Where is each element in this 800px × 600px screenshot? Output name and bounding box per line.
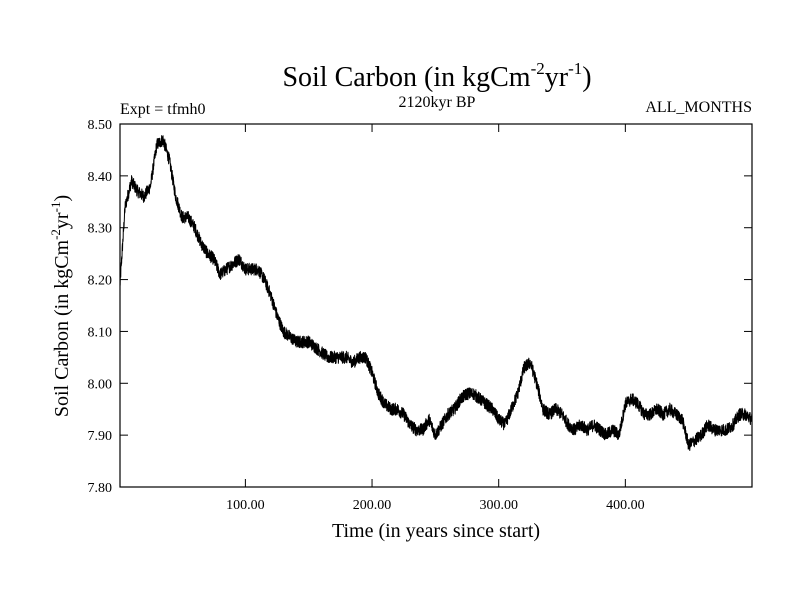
y-axis-label-main: Soil Carbon (in kgCm: [51, 239, 73, 417]
y-axis-label: Soil Carbon (in kgCm-2yr-1): [48, 195, 73, 417]
chart-title-main: Soil Carbon (in kgCm: [282, 62, 530, 93]
y-tick-label-6: 8.40: [88, 170, 113, 185]
subtitle-experiment: Expt = tfmh0: [120, 101, 205, 118]
x-tick-label-0: 100.00: [226, 498, 265, 513]
y-tick-label-0: 7.80: [88, 481, 113, 496]
y-axis-label-end: ): [51, 195, 73, 202]
y-tick-label-4: 8.20: [88, 274, 113, 289]
y-tick-label-3: 8.10: [88, 325, 113, 340]
chart-title-end: ): [582, 62, 591, 93]
x-axis: 100.00 200.00 300.00 400.00: [226, 124, 645, 513]
x-tick-label-1: 200.00: [353, 498, 392, 513]
plot-frame: [119, 123, 753, 488]
series-soil-carbon-line: [119, 135, 753, 451]
x-tick-label-2: 300.00: [479, 498, 518, 513]
y-axis-label-sup1: -2: [48, 229, 63, 240]
chart-title-sup1: -2: [531, 59, 545, 78]
chart-title-sup2: -1: [568, 59, 582, 78]
x-tick-label-3: 400.00: [606, 498, 645, 513]
chart-title: Soil Carbon (in kgCm-2yr-1): [282, 59, 591, 93]
subtitle-months: ALL_MONTHS: [645, 99, 752, 116]
y-tick-label-2: 8.00: [88, 377, 113, 392]
x-axis-label: Time (in years since start): [332, 520, 540, 542]
y-tick-label-7: 8.50: [88, 118, 113, 133]
chart-title-mid: yr: [545, 62, 569, 93]
y-tick-label-1: 7.90: [88, 429, 113, 444]
y-axis-label-mid: yr: [51, 212, 73, 229]
y-axis-label-sup2: -1: [48, 202, 63, 213]
y-axis: 7.80 7.90 8.00 8.10 8.20 8.30 8.40 8.50: [88, 118, 752, 496]
y-tick-label-5: 8.30: [88, 222, 113, 237]
subtitle-period: 2120kyr BP: [399, 94, 476, 111]
